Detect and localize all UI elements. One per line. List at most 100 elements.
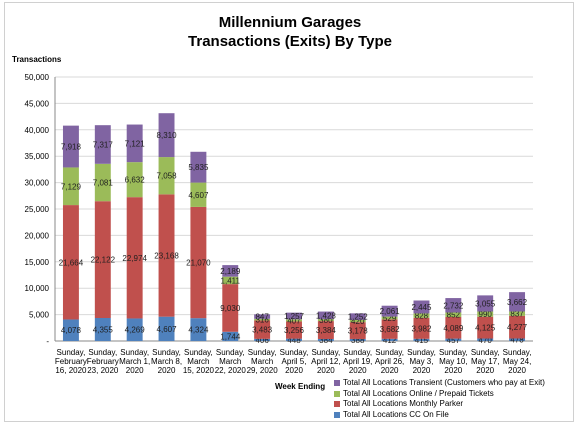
bar-segment bbox=[94, 201, 111, 319]
bar-segment bbox=[477, 295, 494, 312]
data-label: 9,030 bbox=[220, 304, 241, 313]
x-tick-label: 15, 2020 bbox=[183, 366, 215, 375]
bar-segment bbox=[94, 318, 111, 341]
x-tick-label: Sunday, bbox=[152, 348, 181, 357]
x-tick-label: 16, 2020 bbox=[55, 366, 87, 375]
x-tick-label: 2020 bbox=[126, 366, 144, 375]
legend-label: Total All Locations Monthly Parker bbox=[343, 399, 464, 408]
bar-segment bbox=[381, 319, 398, 339]
x-tick-label: 2020 bbox=[158, 366, 176, 375]
x-tick-label: Sunday, bbox=[311, 348, 340, 357]
x-tick-label: 2020 bbox=[317, 366, 335, 375]
data-label: 420 bbox=[351, 317, 365, 326]
legend-item: Total All Locations Transient (Customers… bbox=[334, 378, 545, 389]
bar-segment bbox=[126, 162, 143, 198]
data-label: 7,918 bbox=[61, 143, 82, 152]
x-tick-label: 2020 bbox=[444, 366, 462, 375]
legend-item: Total All Locations Online / Prepaid Tic… bbox=[334, 389, 545, 400]
legend-label: Total All Locations Online / Prepaid Tic… bbox=[343, 388, 494, 398]
legend-swatch bbox=[334, 380, 340, 387]
bar-segment bbox=[190, 206, 207, 319]
data-label: 21,070 bbox=[186, 259, 211, 268]
bar-segment bbox=[477, 311, 494, 317]
bar-segment bbox=[62, 125, 79, 168]
y-tick-label: - bbox=[46, 337, 49, 346]
data-label: 828 bbox=[415, 312, 429, 321]
chart-title: Millennium Garages bbox=[218, 14, 362, 31]
x-tick-label: Sunday, bbox=[343, 348, 372, 357]
x-tick-label: April 12, bbox=[311, 357, 340, 366]
data-label: 3,682 bbox=[380, 325, 401, 334]
y-tick-label: 40,000 bbox=[25, 126, 50, 135]
data-label: 2,061 bbox=[380, 307, 401, 316]
x-tick-label: 29, 2020 bbox=[247, 366, 279, 375]
data-label: 388 bbox=[351, 336, 365, 345]
legend-item: Total All Locations Monthly Parker bbox=[334, 399, 545, 410]
data-label: 4,277 bbox=[507, 323, 528, 332]
x-tick-label: 2020 bbox=[381, 366, 399, 375]
bar-segment bbox=[158, 316, 175, 341]
bar-segment bbox=[94, 163, 111, 202]
bar-segment bbox=[62, 167, 79, 206]
bar-segment bbox=[62, 205, 79, 320]
bar-segment bbox=[381, 338, 398, 341]
data-label: 448 bbox=[287, 336, 301, 345]
bar-segment bbox=[254, 320, 271, 339]
data-label: 4,607 bbox=[188, 191, 209, 200]
data-label: 2,189 bbox=[220, 267, 241, 276]
data-label: 4,355 bbox=[93, 326, 114, 335]
bar-segment bbox=[190, 182, 207, 207]
data-label: 1,411 bbox=[221, 276, 241, 285]
data-label: 478 bbox=[510, 336, 524, 345]
bar-segment bbox=[254, 314, 271, 319]
y-axis-label: Transactions bbox=[12, 55, 62, 64]
x-tick-label: May 24, bbox=[503, 357, 531, 366]
bar-segment bbox=[381, 316, 398, 320]
x-tick-label: Sunday, bbox=[407, 348, 436, 357]
data-label: 7,129 bbox=[61, 182, 82, 191]
data-label: 21,664 bbox=[59, 258, 84, 267]
data-label: 415 bbox=[415, 336, 429, 345]
data-label: 23,168 bbox=[154, 252, 179, 261]
bar-segment bbox=[381, 305, 398, 317]
x-tick-label: 22, 2020 bbox=[215, 366, 247, 375]
bar-segment bbox=[413, 300, 430, 314]
bar-segment bbox=[254, 338, 271, 341]
bar-segment bbox=[190, 318, 207, 341]
bar-segment bbox=[254, 318, 271, 321]
data-label: 3,982 bbox=[411, 324, 432, 333]
x-axis-label: Week Ending bbox=[275, 382, 326, 391]
data-label: 1,428 bbox=[316, 311, 337, 320]
data-label: 470 bbox=[479, 336, 493, 345]
x-tick-label: 2020 bbox=[413, 366, 431, 375]
bar-segment bbox=[222, 331, 239, 341]
x-tick-label: February bbox=[55, 357, 87, 366]
data-label: 529 bbox=[383, 314, 397, 323]
x-tick-label: April 26, bbox=[375, 357, 404, 366]
bar-segment bbox=[509, 315, 526, 339]
y-tick-label: 5,000 bbox=[29, 311, 50, 320]
x-tick-label: May 10, bbox=[439, 357, 467, 366]
bar-segment bbox=[413, 317, 430, 339]
bar-segment bbox=[158, 157, 175, 195]
data-label: 847 bbox=[255, 313, 269, 322]
y-tick-label: 50,000 bbox=[25, 73, 50, 82]
x-tick-label: May 3, bbox=[409, 357, 433, 366]
x-tick-label: February bbox=[87, 357, 119, 366]
x-tick-label: Sunday, bbox=[248, 348, 277, 357]
data-label: 4,078 bbox=[61, 326, 82, 335]
x-tick-label: March bbox=[219, 357, 241, 366]
x-tick-label: March 8, bbox=[151, 357, 182, 366]
bar-segment bbox=[317, 321, 334, 339]
bar-segment bbox=[349, 322, 366, 339]
x-tick-label: Sunday, bbox=[57, 348, 86, 357]
legend-swatch bbox=[334, 390, 340, 397]
y-tick-label: 15,000 bbox=[25, 258, 50, 267]
bar-segment bbox=[317, 311, 334, 320]
bar-segment bbox=[62, 319, 79, 341]
bar-segment bbox=[286, 312, 302, 320]
bar-segment bbox=[445, 312, 462, 317]
x-tick-label: April 5, bbox=[282, 357, 307, 366]
y-tick-label: 25,000 bbox=[25, 205, 50, 214]
data-label: 2,732 bbox=[443, 301, 464, 310]
